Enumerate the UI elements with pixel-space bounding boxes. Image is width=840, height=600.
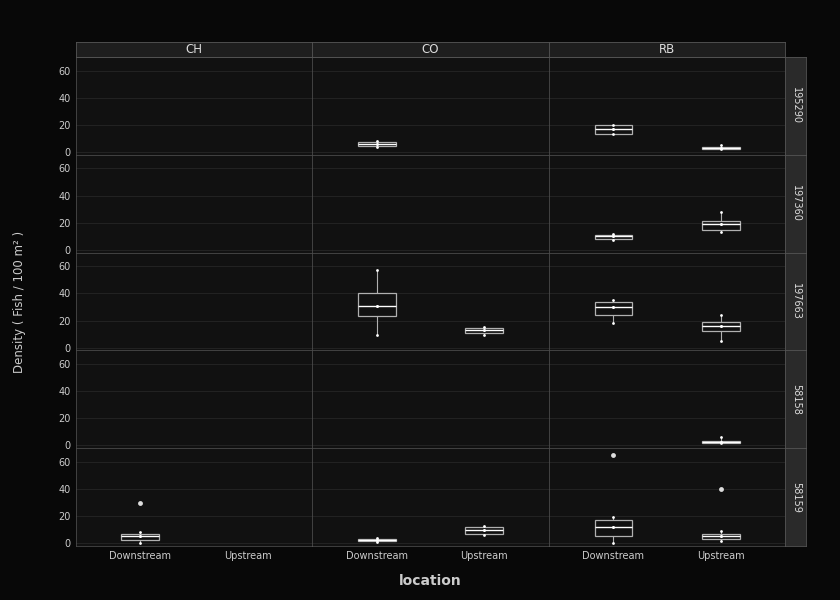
Bar <box>595 125 633 134</box>
Bar <box>702 221 740 230</box>
Bar <box>702 441 740 443</box>
Text: 58158: 58158 <box>791 384 801 415</box>
Bar <box>595 235 633 239</box>
Text: 197360: 197360 <box>791 185 801 222</box>
Text: CO: CO <box>422 43 439 56</box>
Bar <box>702 146 740 149</box>
Bar <box>465 328 503 334</box>
Bar <box>358 142 396 146</box>
Bar <box>358 293 396 316</box>
Bar <box>702 534 740 539</box>
Bar <box>702 322 740 331</box>
Text: CH: CH <box>186 43 202 56</box>
Bar <box>121 534 159 540</box>
Bar <box>465 527 503 534</box>
Bar <box>595 302 633 315</box>
Text: Density ( Fish / 100 m² ): Density ( Fish / 100 m² ) <box>13 230 25 373</box>
Text: 58159: 58159 <box>791 482 801 512</box>
Text: 195290: 195290 <box>791 88 801 124</box>
Text: 197663: 197663 <box>791 283 801 320</box>
Bar <box>358 539 396 541</box>
Bar <box>595 520 633 536</box>
Text: location: location <box>399 574 462 588</box>
Text: RB: RB <box>659 43 675 56</box>
